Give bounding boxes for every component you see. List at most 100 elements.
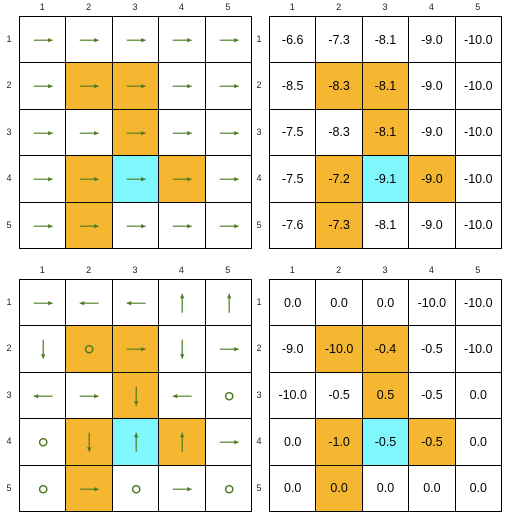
grid-cell: [205, 156, 252, 203]
arrow-right-icon: [80, 130, 100, 136]
cell-value: -9.0: [281, 342, 304, 357]
cell-value: -9.0: [421, 79, 443, 94]
grid-cell: -8.3: [316, 63, 363, 110]
cell-value: -10.0: [464, 342, 493, 357]
column-label: 4: [428, 265, 434, 275]
grid-cell: [205, 280, 252, 327]
grid-cell: 0.0: [270, 280, 317, 327]
cell-value: -10.0: [417, 295, 447, 310]
cell-value: -8.3: [328, 79, 350, 94]
cell-value: -10.0: [324, 342, 354, 357]
cell-value: -10.0: [464, 32, 493, 47]
grid-cell: [112, 63, 160, 110]
grid-cell: [66, 280, 113, 327]
grid-cell: [205, 109, 252, 157]
grid-cell: [159, 419, 206, 466]
arrow-right-icon: [80, 38, 100, 43]
cell-value: -10.0: [464, 171, 493, 186]
policy-grid: [19, 16, 252, 249]
arrow-right-icon: [219, 347, 239, 352]
arrow-right-icon: [80, 84, 100, 89]
grid-cell: [112, 280, 160, 327]
arrow-up-icon: [226, 293, 231, 313]
column-label: 2: [336, 265, 342, 275]
stay-circle-icon: [131, 484, 141, 494]
grid-cell: -0.5: [409, 326, 456, 373]
cell-value: -6.6: [281, 32, 304, 47]
grid-cell: [20, 156, 67, 203]
grid-cell: [159, 109, 206, 157]
grid-cell: -7.3: [316, 17, 363, 64]
cell-value: 0.0: [469, 434, 487, 449]
grid-cell: -0.4: [362, 326, 410, 373]
arrow-right-icon: [126, 347, 146, 352]
arrow-right-icon: [172, 38, 192, 43]
grid-cell: [159, 17, 206, 64]
grid-cell: -10.0: [455, 202, 502, 249]
grid-cell: -0.5: [409, 372, 456, 420]
grid-cell: -9.0: [270, 326, 317, 373]
grid-cell: -8.1: [362, 17, 410, 64]
row-label: 1: [256, 297, 262, 307]
column-label: 5: [475, 265, 481, 275]
row-label: 4: [256, 173, 262, 184]
cell-value: 0.0: [469, 388, 487, 403]
grid-cell: [20, 202, 67, 249]
grid-cell: -9.0: [409, 156, 456, 203]
cell-value: -9.0: [421, 125, 443, 140]
grid-cell: 0.0: [316, 280, 363, 327]
cell-value: -10.0: [464, 125, 493, 140]
grid-cell: 0.0: [409, 465, 456, 512]
grid-cell: [66, 372, 113, 420]
arrow-up-icon: [133, 432, 139, 452]
grid-cell: -6.6: [270, 17, 317, 64]
column-label: 2: [336, 2, 342, 12]
grid-cell: [112, 202, 160, 249]
grid-cell: [205, 326, 252, 373]
cell-value: -9.0: [421, 171, 443, 186]
grid-cell: -8.1: [362, 63, 410, 110]
grid-cell: -7.5: [270, 109, 317, 157]
stay-circle-icon: [85, 345, 94, 354]
grid-cell: -10.0: [455, 156, 502, 203]
arrow-down-icon: [133, 386, 139, 406]
grid-cell: [159, 280, 206, 327]
cell-value: -7.3: [328, 32, 350, 47]
cell-value: 0.0: [376, 295, 395, 310]
arrow-right-icon: [33, 223, 53, 228]
cell-value: -9.0: [421, 218, 443, 233]
row-label: 3: [256, 126, 262, 137]
arrow-right-icon: [219, 440, 239, 445]
cell-value: -10.0: [464, 295, 493, 310]
grid-cell: [205, 419, 252, 466]
grid-cell: -10.0: [455, 109, 502, 157]
grid-cell: [112, 109, 160, 157]
grid-cell: [66, 326, 113, 373]
row-label: 5: [6, 219, 12, 230]
arrow-right-icon: [33, 84, 53, 89]
grid-cell: [112, 17, 160, 64]
column-label: 5: [225, 2, 231, 12]
cell-value: -1.0: [328, 434, 350, 449]
arrow-right-icon: [33, 38, 53, 43]
row-label: 5: [6, 482, 12, 493]
cell-value: -7.2: [328, 171, 350, 186]
column-label: 3: [382, 2, 388, 12]
grid-cell: [205, 63, 252, 110]
value-grid: -6.6 -7.3 -8.1 -9.0 -10.0 -8.5 -8.3 -8.1 -9.0 -10…: [269, 16, 502, 249]
grid-cell: -7.6: [270, 202, 317, 249]
grid-cell: -7.3: [316, 202, 363, 249]
cell-value: -0.5: [374, 434, 397, 449]
cell-value: -7.3: [328, 218, 350, 233]
column-label: 4: [428, 2, 434, 12]
column-label: 4: [178, 265, 184, 275]
cell-value: -7.5: [281, 125, 304, 140]
cell-value: 0.0: [330, 295, 348, 310]
grid-cell: -0.5: [362, 419, 410, 466]
grid-cell: -9.0: [409, 202, 456, 249]
column-label: 5: [225, 265, 231, 275]
arrow-right-icon: [33, 177, 53, 182]
row-label: 3: [6, 126, 12, 137]
grid-cell: [159, 465, 206, 512]
grid-cell: -9.0: [409, 109, 456, 157]
